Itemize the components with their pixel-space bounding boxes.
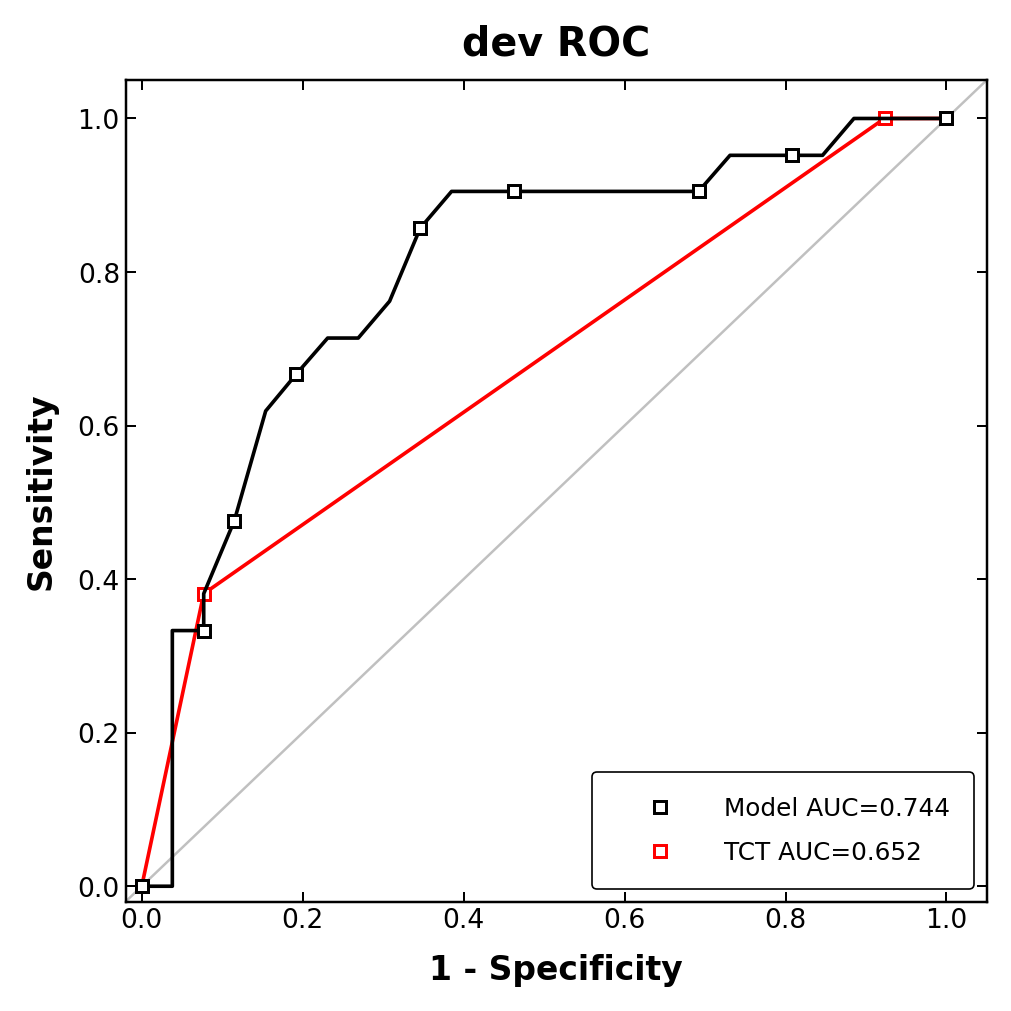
Model AUC=0.744 <box>693 186 705 198</box>
Model AUC=0.744 <box>228 515 241 527</box>
Line: Model AUC=0.744: Model AUC=0.744 <box>135 113 951 892</box>
Y-axis label: Sensitivity: Sensitivity <box>25 392 58 589</box>
Legend: Model AUC=0.744, TCT AUC=0.652: Model AUC=0.744, TCT AUC=0.652 <box>591 771 974 890</box>
Title: dev ROC: dev ROC <box>462 25 650 65</box>
TCT AUC=0.652 <box>197 587 209 600</box>
Model AUC=0.744 <box>940 113 952 125</box>
Model AUC=0.744 <box>135 881 148 893</box>
TCT AUC=0.652 <box>135 881 148 893</box>
Model AUC=0.744 <box>413 222 426 235</box>
Model AUC=0.744 <box>786 150 798 162</box>
X-axis label: 1 - Specificity: 1 - Specificity <box>429 953 682 986</box>
Model AUC=0.744 <box>290 368 302 380</box>
TCT AUC=0.652 <box>940 113 952 125</box>
Line: TCT AUC=0.652: TCT AUC=0.652 <box>135 113 951 892</box>
Model AUC=0.744 <box>197 625 209 637</box>
TCT AUC=0.652 <box>878 113 890 125</box>
Model AUC=0.744 <box>508 186 520 198</box>
